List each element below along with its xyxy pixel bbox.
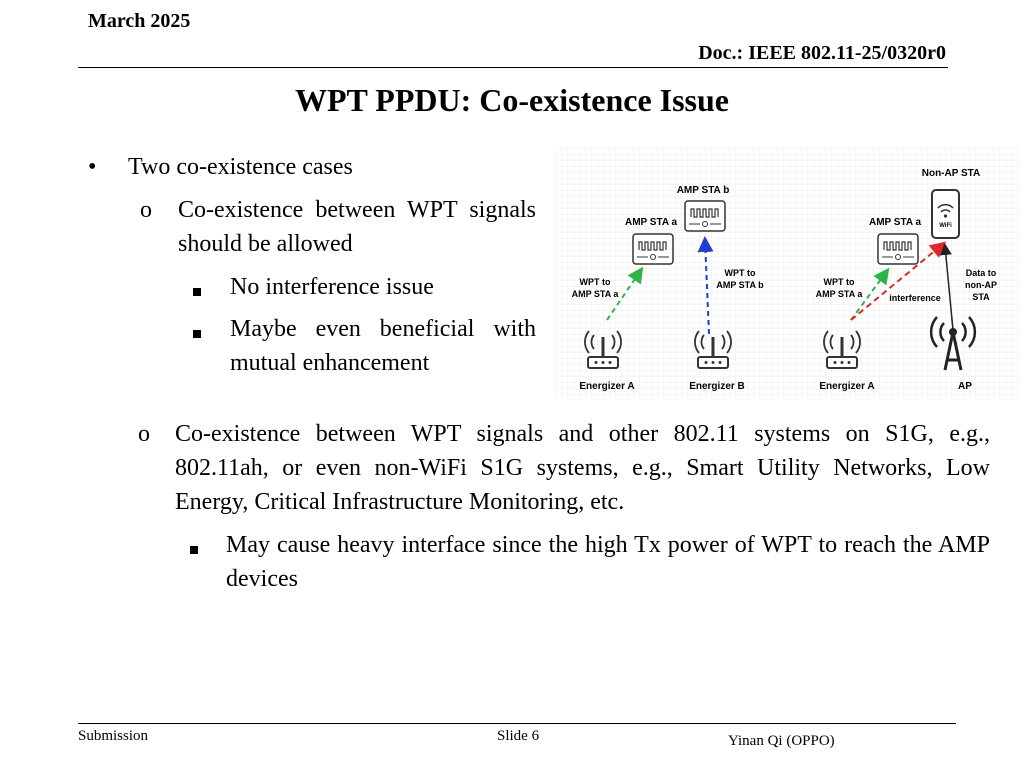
header-doc-id: Doc.: IEEE 802.11-25/0320r0 (698, 42, 946, 64)
bullet-two-cases: Two co-existence cases (128, 154, 353, 180)
label-wpt-a-right-2: AMP STA a (816, 289, 864, 299)
case2-sub1-square (190, 541, 198, 559)
label-data-3: STA (972, 292, 990, 302)
footer-rule (78, 723, 956, 724)
phone-icon: WiFi (931, 189, 960, 239)
label-interference: interference (889, 293, 941, 303)
case1-sub2-text: Maybe even beneficial with mutual enhanc… (230, 316, 536, 376)
footer-slide-number: Slide 6 (497, 728, 540, 744)
case1-marker: o (140, 197, 152, 223)
label-energizer-b: Energizer B (689, 381, 745, 392)
label-ap: AP (958, 381, 972, 392)
ap-tower-icon (929, 316, 977, 371)
label-energizer-a-right: Energizer A (819, 381, 874, 392)
arrow-data-to-sta (939, 243, 954, 331)
label-amp-sta-a-right: AMP STA a (869, 217, 921, 228)
footer-submission: Submission (78, 728, 149, 744)
header-date: March 2025 (88, 10, 191, 32)
label-wpt-a-left-1: WPT to (580, 277, 611, 287)
bullet-dot: • (88, 154, 97, 180)
label-wpt-a-left-2: AMP STA a (572, 289, 620, 299)
arrow-wpt-to-a-left (606, 266, 644, 321)
arrow-wpt-to-a-right (850, 267, 890, 321)
arrow-wpt-to-b (697, 236, 714, 335)
label-wpt-b-1: WPT to (725, 268, 756, 278)
amp-sta-a-left-device (632, 233, 674, 265)
case1-sub2-square (193, 325, 201, 343)
footer-author: Yinan Qi (OPPO) (728, 733, 835, 749)
case1-text: Co-existence between WPT signals should … (178, 197, 536, 257)
slide-title: WPT PPDU: Co-existence Issue (294, 82, 729, 118)
label-amp-sta-b: AMP STA b (677, 185, 730, 196)
case2-marker: o (138, 421, 150, 447)
header-rule (78, 67, 948, 68)
case2-text: Co-existence between WPT signals and oth… (175, 421, 990, 515)
label-amp-sta-a-left: AMP STA a (625, 217, 677, 228)
label-non-ap-sta: Non-AP STA (922, 168, 981, 179)
amp-sta-a-right-device (877, 233, 919, 265)
label-data-1: Data to (966, 268, 997, 278)
coexistence-diagram: AMP STA b AMP STA a WPT to AMP STA a WPT… (555, 148, 1020, 398)
label-data-2: non-AP (965, 280, 997, 290)
label-wpt-b-2: AMP STA b (716, 280, 764, 290)
case1-sub1-square (193, 283, 201, 301)
case1-sub1-text: No interference issue (230, 274, 434, 300)
label-energizer-a-left: Energizer A (579, 381, 634, 392)
amp-sta-b-device (684, 200, 726, 232)
phone-wifi-label: WiFi (939, 223, 952, 229)
case2-sub1-text: May cause heavy interface since the high… (226, 532, 990, 592)
label-wpt-a-right-1: WPT to (824, 277, 855, 287)
